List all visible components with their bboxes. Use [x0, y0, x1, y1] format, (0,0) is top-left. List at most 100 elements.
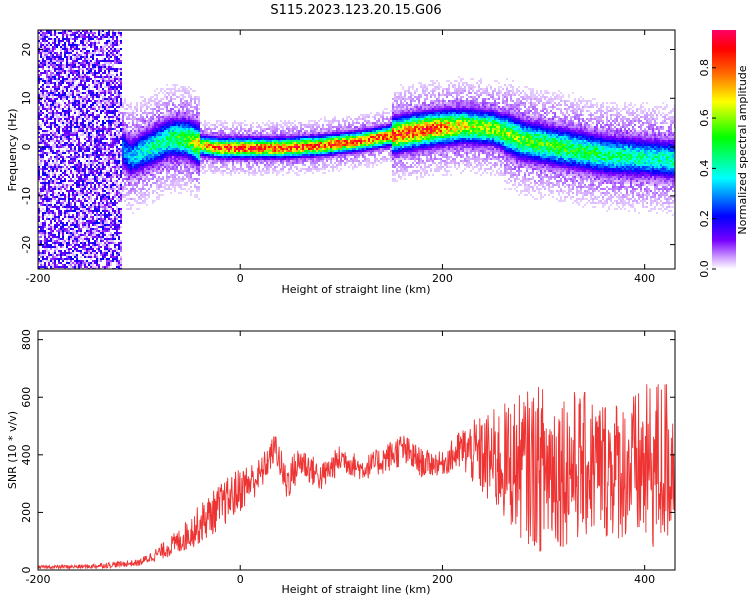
heatmap-cell — [120, 144, 122, 146]
heatmap-cell — [90, 248, 92, 250]
heatmap-cell — [118, 50, 120, 52]
heatmap-cell — [60, 92, 62, 94]
heatmap-cell — [106, 224, 108, 226]
heatmap-cell — [120, 154, 122, 156]
heatmap-cell — [148, 164, 150, 166]
heatmap-cell — [74, 166, 76, 168]
heatmap-cell — [58, 178, 60, 180]
heatmap-cell — [138, 156, 140, 158]
heatmap-cell — [108, 214, 110, 216]
heatmap-cell — [120, 248, 122, 250]
heatmap-cell — [114, 36, 116, 38]
heatmap-cell — [120, 136, 122, 138]
heatmap-cell — [114, 128, 116, 130]
heatmap-cell — [100, 188, 102, 190]
heatmap-cell — [136, 130, 138, 132]
heatmap-cell — [68, 220, 70, 222]
heatmap-cell — [52, 238, 54, 240]
heatmap-cell — [176, 158, 178, 160]
heatmap-cell — [72, 254, 74, 256]
heatmap-cell — [116, 266, 118, 268]
heatmap-cell — [116, 52, 118, 54]
heatmap-cell — [44, 164, 46, 166]
heatmap-cell — [142, 194, 144, 196]
heatmap-cell — [56, 158, 58, 160]
heatmap-cell — [136, 134, 138, 136]
heatmap-cell — [104, 180, 106, 182]
heatmap-cell — [128, 126, 130, 128]
heatmap-cell — [58, 142, 60, 144]
heatmap-cell — [100, 222, 102, 224]
heatmap-cell — [162, 162, 164, 164]
heatmap-cell — [90, 216, 92, 218]
heatmap-cell — [112, 188, 114, 190]
heatmap-cell — [102, 82, 104, 84]
heatmap-cell — [54, 258, 56, 260]
heatmap-cell — [38, 46, 40, 48]
heatmap-cell — [92, 246, 94, 248]
heatmap-cell — [78, 218, 80, 220]
heatmap-cell — [96, 150, 98, 152]
heatmap-cell — [114, 40, 116, 42]
heatmap-cell — [86, 216, 88, 218]
heatmap-cell — [94, 118, 96, 120]
heatmap-cell — [38, 194, 40, 196]
heatmap-cell — [38, 254, 40, 256]
heatmap-cell — [124, 156, 126, 158]
heatmap-cell — [108, 120, 110, 122]
heatmap-cell — [82, 202, 84, 204]
heatmap-cell — [154, 128, 156, 130]
heatmap-cell — [132, 114, 134, 116]
heatmap-cell — [92, 106, 94, 108]
heatmap-cell — [158, 114, 160, 116]
heatmap-cell — [154, 142, 156, 144]
heatmap-cell — [68, 50, 70, 52]
heatmap-cell — [178, 114, 180, 116]
heatmap-cell — [62, 112, 64, 114]
heatmap-cell — [116, 192, 118, 194]
heatmap-cell — [106, 102, 108, 104]
heatmap-cell — [142, 188, 144, 190]
heatmap-cell — [48, 198, 50, 200]
heatmap-cell — [60, 120, 62, 122]
heatmap-cell — [72, 158, 74, 160]
heatmap-cell — [78, 266, 80, 268]
heatmap-cell — [58, 94, 60, 96]
heatmap-cell — [66, 150, 68, 152]
heatmap-cell — [132, 156, 134, 158]
heatmap-cell — [64, 158, 66, 160]
heatmap-cell — [48, 92, 50, 94]
heatmap-cell — [156, 120, 158, 122]
heatmap-cell — [82, 100, 84, 102]
heatmap-cell — [44, 50, 46, 52]
heatmap-cell — [98, 186, 100, 188]
heatmap-cell — [112, 222, 114, 224]
heatmap-cell — [54, 246, 56, 248]
heatmap-cell — [118, 118, 120, 120]
heatmap-cell — [110, 180, 112, 182]
heatmap-cell — [74, 134, 76, 136]
heatmap-cell — [120, 244, 122, 246]
heatmap-cell — [126, 118, 128, 120]
heatmap-cell — [90, 114, 92, 116]
heatmap-cell — [104, 222, 106, 224]
heatmap-cell — [142, 192, 144, 194]
heatmap-cell — [106, 176, 108, 178]
heatmap-cell — [42, 136, 44, 138]
heatmap-cell — [118, 186, 120, 188]
heatmap-cell — [166, 98, 168, 100]
heatmap-cell — [94, 252, 96, 254]
heatmap-cell — [156, 180, 158, 182]
heatmap-cell — [76, 108, 78, 110]
heatmap-cell — [140, 148, 142, 150]
heatmap-cell — [166, 150, 168, 152]
heatmap-cell — [120, 226, 122, 228]
heatmap-cell — [46, 130, 48, 132]
heatmap-cell — [66, 40, 68, 42]
heatmap-cell — [178, 110, 180, 112]
heatmap-cell — [98, 148, 100, 150]
heatmap-cell — [50, 170, 52, 172]
heatmap-cell — [132, 140, 134, 142]
spectrogram-heatmap — [38, 30, 675, 269]
heatmap-cell — [176, 130, 178, 132]
